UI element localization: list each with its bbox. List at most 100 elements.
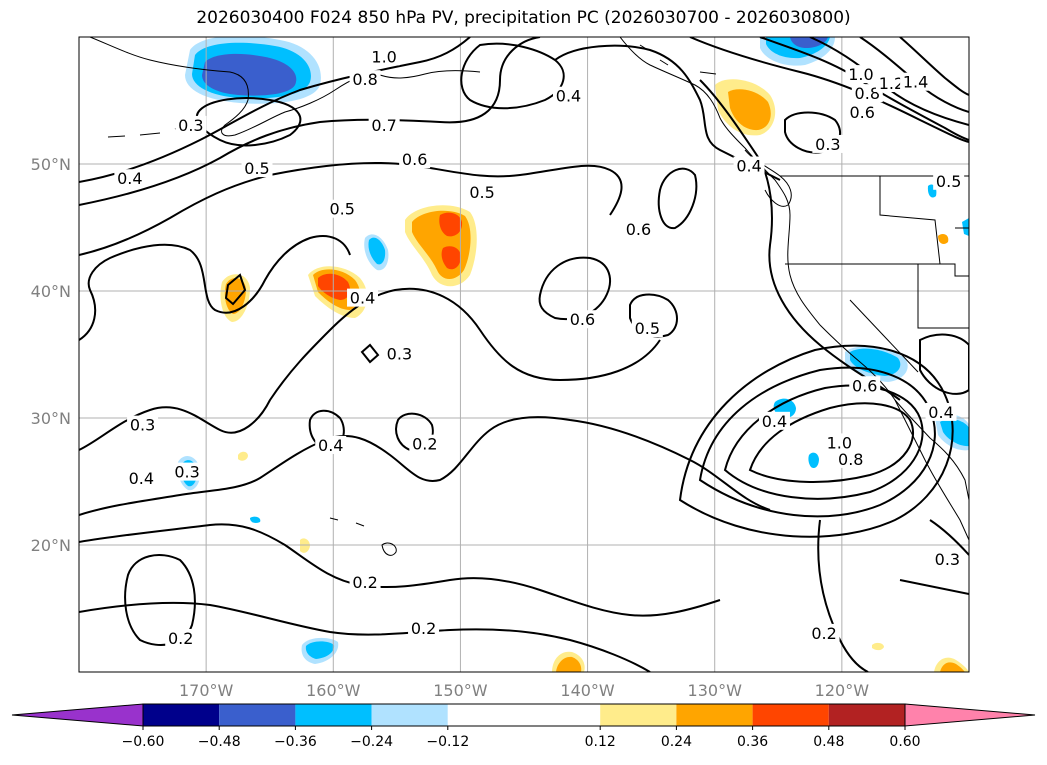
y-tick-label: 30°N (31, 409, 71, 428)
coastline-baja (894, 399, 969, 541)
colorbar-segment (600, 704, 677, 726)
contour-label: 0.2 (411, 619, 436, 638)
colorbar-tick-label: 0.36 (737, 734, 768, 750)
coastline-hawaii (329, 517, 397, 556)
contour-labels: 0.30.40.50.50.70.60.50.81.00.40.60.6 0.50… (114, 47, 965, 648)
colorbar-tick-label: −0.36 (274, 734, 317, 750)
x-tick-label: 130°W (688, 681, 743, 700)
contour-label-bg (347, 288, 379, 307)
contour-line (689, 37, 969, 143)
contour-line (817, 519, 869, 672)
contour-line (79, 602, 651, 672)
contour-label: 0.6 (626, 220, 651, 239)
border-states (849, 299, 919, 373)
shade-positive (441, 246, 461, 270)
x-tick-label: 140°W (560, 681, 615, 700)
colorbar-segment (447, 704, 601, 726)
shade-negative (808, 452, 819, 469)
contour-label: 0.2 (352, 573, 377, 592)
y-tick-label: 20°N (31, 536, 71, 555)
contour-line (723, 384, 924, 500)
colorbar-tick-label: 0.12 (585, 734, 616, 750)
contour-label: 0.4 (129, 469, 154, 488)
contour-label: 0.3 (178, 116, 203, 135)
shade-positive (872, 642, 884, 651)
chart-title: 2026030400 F024 850 hPa PV, precipitatio… (196, 8, 851, 28)
contour-line (748, 402, 915, 483)
contour-line (360, 343, 380, 364)
contour-label-bg (349, 70, 381, 89)
shade-negative (202, 53, 297, 96)
shade-negative (250, 516, 261, 523)
x-tick-label: 150°W (433, 681, 488, 700)
shade-negative (368, 237, 386, 265)
contour-label-bg (925, 402, 957, 421)
contour-label-bg (175, 115, 207, 134)
shade-positive (224, 277, 246, 314)
colorbar-segment (295, 704, 372, 726)
contour-label-bg (165, 628, 197, 647)
colorbar-segment (219, 704, 296, 726)
colorbar-tick-label: −0.12 (426, 734, 469, 750)
colorbar-tick-label: −0.24 (350, 734, 393, 750)
contour-label-bg (875, 73, 907, 92)
colorbar-segment (676, 704, 753, 726)
contour-label: 0.7 (371, 116, 396, 135)
contour-line (224, 273, 247, 306)
x-tick-label: 170°W (179, 681, 234, 700)
coastline-islands (639, 44, 717, 75)
colorbar-extend-low (11, 703, 144, 727)
contour-label: 0.4 (318, 436, 343, 455)
contour-label-bg (758, 411, 790, 430)
colorbar-tick-label: 0.60 (889, 734, 920, 750)
contour-line (657, 167, 698, 230)
contour-label-bg (368, 47, 400, 66)
contour-label-bg (823, 433, 855, 452)
border-states (917, 264, 969, 329)
contour-line (79, 523, 721, 617)
border-states (785, 263, 969, 277)
contour-label-bg (849, 376, 881, 395)
contour-label-bg (566, 310, 598, 329)
contour-label: 0.5 (329, 200, 354, 219)
plot-frame (78, 36, 970, 673)
contour-label-bg (125, 468, 157, 487)
contour-label: 0.4 (736, 157, 761, 176)
contour-label-bg (900, 72, 932, 91)
colorbar-tick-label: 0.24 (661, 734, 692, 750)
shade-positive (938, 234, 949, 244)
contour-line (699, 79, 901, 401)
contour-label: 0.4 (928, 403, 953, 422)
contour-label-bg (812, 134, 844, 153)
contour-line (899, 37, 969, 96)
contour-label: 0.2 (168, 629, 193, 648)
contour-label: 0.2 (811, 624, 836, 643)
contour-label: 0.4 (350, 289, 375, 308)
contour-line (460, 42, 565, 110)
contour-label-bg (315, 435, 347, 454)
contour-line (899, 579, 969, 595)
shade-negative (940, 419, 969, 447)
contour-label: 0.5 (635, 319, 660, 338)
contour-label: 0.8 (838, 450, 863, 469)
shade-positive (439, 212, 463, 237)
contour-line (124, 554, 196, 646)
gridlines (79, 37, 969, 672)
contour-label-bg (326, 199, 358, 218)
contour-label-bg (408, 618, 440, 637)
x-tick-label: 120°W (815, 681, 870, 700)
contour-label-bg (241, 159, 273, 178)
contour-label: 0.3 (130, 416, 155, 435)
contour-label-bg (349, 573, 381, 592)
colorbar-extend-high (904, 703, 1036, 727)
colorbar-segment (371, 704, 448, 726)
contour-label-bg (622, 220, 654, 239)
contour-line (79, 37, 541, 206)
y-tick-label: 50°N (31, 155, 71, 174)
contour-label: 1.0 (827, 433, 852, 452)
contour-label: 1.2 (879, 74, 904, 93)
contour-label: 0.4 (117, 169, 142, 188)
coastlines (89, 37, 969, 556)
colorbar: −0.60 −0.48 −0.36 −0.24 −0.12 0.12 0.24 0.36 0.4… (11, 703, 1036, 750)
